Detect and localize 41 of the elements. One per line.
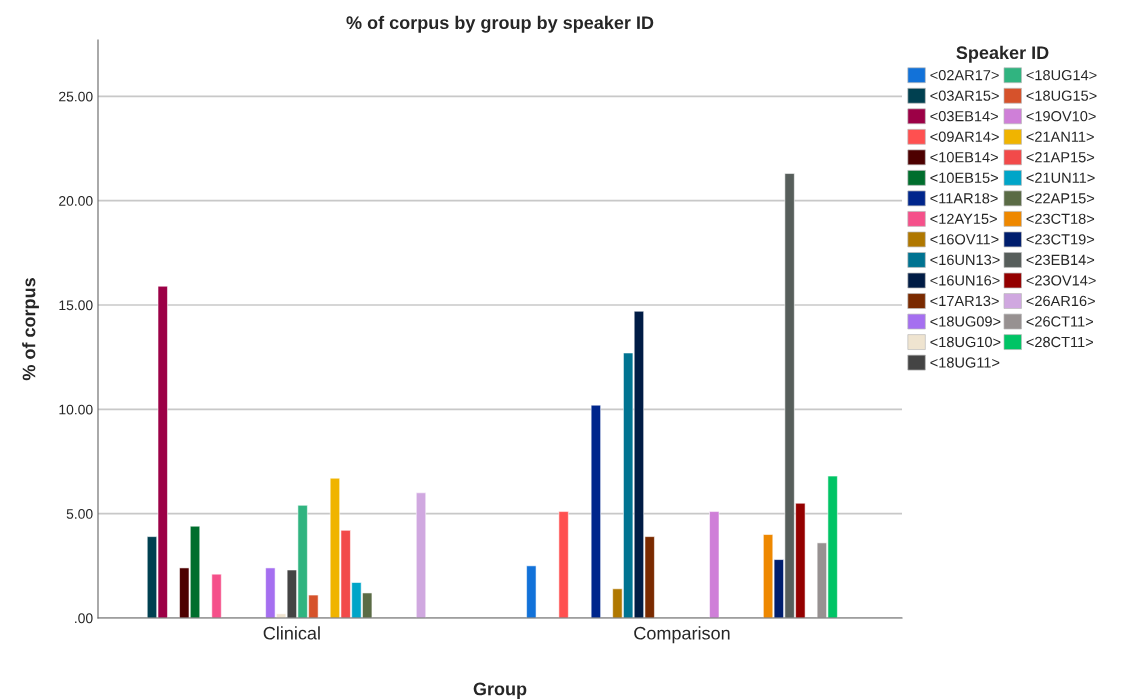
y-axis-title: % of corpus [22, 278, 39, 381]
legend-label: <23OV14> [1026, 275, 1096, 286]
y-tick-label: 20.00 [59, 196, 93, 206]
legend-label: <16UN16> [930, 275, 1000, 286]
legend-title: Speaker ID [956, 45, 1049, 63]
legend-label: <18UG10> [930, 336, 1001, 348]
legend-label: <19OV10> [1026, 111, 1096, 122]
y-tick-label: 15.00 [59, 300, 93, 311]
legend-label: <23CT18> [1026, 213, 1095, 224]
y-tick-label: 5.00 [66, 509, 93, 519]
legend-label: <16OV11> [930, 234, 999, 245]
y-tick-label: 25.00 [59, 91, 93, 102]
legend-label: <22AP15> [1026, 193, 1095, 204]
y-tick-label: 10.00 [59, 404, 93, 415]
legend-label: <18UG15> [1026, 90, 1097, 101]
x-axis-title: Group [473, 682, 527, 699]
legend-label: <23CT19> [1026, 234, 1095, 245]
legend-label: <03AR15> [930, 90, 999, 101]
legend-label: <12AY15> [930, 213, 997, 224]
legend-label: <03EB14> [930, 111, 998, 122]
legend-label: <10EB14> [930, 152, 998, 163]
legend-label: <17AR13> [930, 295, 999, 307]
x-tick-label: Comparison [634, 626, 730, 644]
legend-label: <10EB15> [930, 172, 998, 183]
legend-label: <18UG11> [930, 357, 1000, 368]
chart-title: % of corpus by group by speaker ID [346, 15, 654, 33]
legend-label: <02AR17> [930, 69, 999, 81]
legend-label: <21UN11> [1026, 172, 1095, 183]
legend-label: <21AN11> [1026, 131, 1094, 142]
legend-label: <16UN13> [930, 254, 1000, 266]
legend-label: <21AP15> [1026, 152, 1095, 163]
legend-label: <18UG14> [1026, 69, 1097, 81]
legend-label: <09AR14> [930, 131, 999, 142]
legend-label: <26CT11> [1026, 316, 1093, 327]
y-tick-label: .00 [75, 613, 93, 624]
legend-label: <26AR16> [1026, 295, 1095, 307]
legend-label: <11AR18> [930, 193, 998, 204]
legend-label: <28CT11> [1026, 336, 1093, 348]
legend-label: <23EB14> [1026, 254, 1095, 266]
legend-label: <18UG09> [930, 316, 1001, 327]
x-tick-label: Clinical [263, 626, 320, 640]
